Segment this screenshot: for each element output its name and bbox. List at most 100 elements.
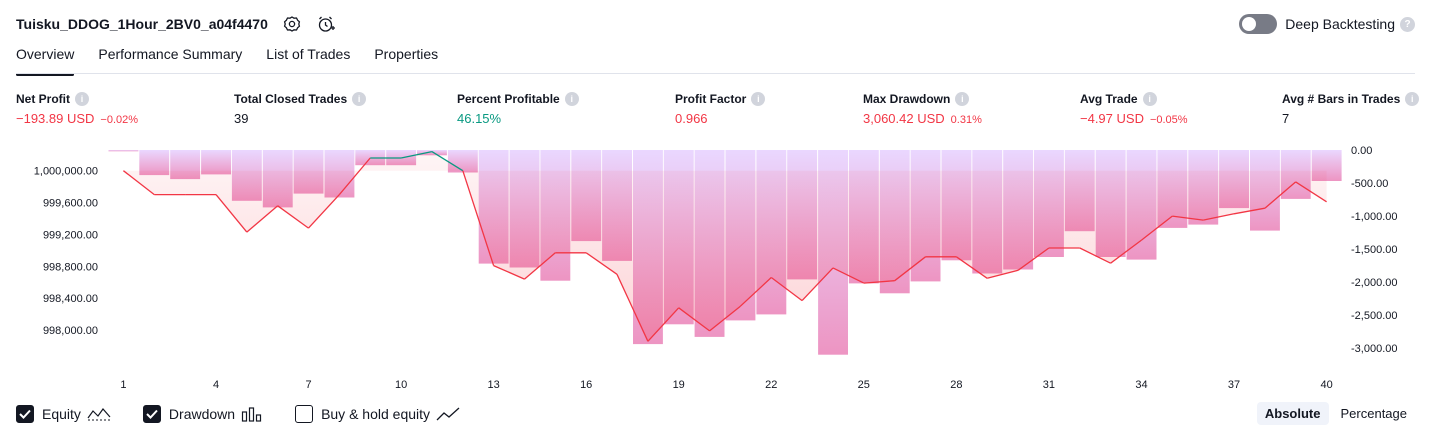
trend-line-icon — [436, 407, 460, 421]
drawdown-bar — [108, 150, 139, 152]
metric-label: Profit Factor — [675, 92, 747, 106]
info-icon[interactable]: i — [955, 92, 970, 106]
add-alert-clock-icon[interactable] — [316, 14, 336, 34]
x-tick-label: 37 — [1228, 379, 1240, 391]
equity-segment — [770, 276, 803, 302]
info-icon[interactable]: i — [1405, 92, 1420, 106]
y-right-tick-label: -2,000.00 — [1351, 277, 1397, 289]
equity-drawdown-chart[interactable]: 1,000,000.00 999,600.00 999,200.00 998,800.… — [0, 140, 1431, 395]
x-tick-label: 28 — [950, 379, 962, 391]
metric-total-closed-trades: Total Closed Trades i 39 — [234, 92, 367, 126]
y-left-tick-label: 1,000,000.00 — [34, 166, 98, 178]
metric-percent-profitable: Percent Profitable i 46.15% — [457, 92, 579, 126]
equity-segment — [1141, 215, 1173, 241]
report-tabs: Overview Performance Summary List of Tra… — [16, 46, 462, 76]
equity-segment — [462, 170, 495, 266]
equity-segment — [832, 267, 865, 284]
y-right-tick-label: -3,000.00 — [1351, 343, 1397, 355]
y-right-tick-label: -500.00 — [1351, 178, 1388, 190]
y-left-tick-label: 998,000.00 — [43, 325, 98, 337]
y-left-tick-label: 998,400.00 — [43, 293, 98, 305]
equity-segment — [1017, 247, 1050, 271]
equity-segment — [308, 194, 340, 229]
metric-max-drawdown: Max Drawdown i 3,060.42 USD 0.31% — [863, 92, 982, 126]
chart-legend: Equity Drawdown Buy & hold equity — [16, 403, 492, 425]
metrics-row: Net Profit i −193.89 USD −0.02% Total Clos… — [0, 92, 1431, 132]
info-icon[interactable]: i — [1142, 92, 1157, 106]
equity-segment — [123, 170, 155, 196]
metric-sub-value: −0.02% — [100, 114, 139, 126]
equity-segment — [647, 307, 680, 342]
deep-backtesting-toggle[interactable] — [1239, 14, 1278, 34]
legend-drawdown[interactable]: Drawdown — [142, 405, 263, 423]
equity-segment — [277, 205, 309, 229]
x-tick-label: 1 — [120, 379, 126, 391]
metric-value: −4.97 USD — [1080, 111, 1144, 126]
legend-buy-hold[interactable]: Buy & hold equity — [295, 405, 460, 423]
y-right-tick-label: -1,000.00 — [1351, 211, 1397, 223]
equity-checkbox[interactable] — [16, 405, 34, 423]
y-axis-right: 0.00 -500.00 -1,000.00 -1,500.00 -2,000.00 -2… — [1351, 145, 1397, 355]
strategy-header: Tuisku_DDOG_1Hour_2BV0_a04f4470 — [16, 12, 336, 36]
equity-segment — [863, 280, 895, 284]
info-icon[interactable]: i — [75, 92, 89, 106]
settings-gear-icon[interactable] — [282, 14, 302, 34]
equity-area — [123, 151, 1327, 342]
metric-profit-factor: Profit Factor i 0.966 — [675, 92, 766, 126]
equity-segment — [1295, 181, 1327, 203]
x-tick-label: 19 — [673, 379, 685, 391]
tab-performance-summary[interactable]: Performance Summary — [98, 46, 243, 62]
x-tick-label: 34 — [1135, 379, 1147, 391]
legend-equity[interactable]: Equity — [16, 405, 111, 423]
equity-segment — [246, 205, 279, 233]
y-right-tick-label: -2,500.00 — [1351, 310, 1397, 322]
x-tick-label: 40 — [1320, 379, 1332, 391]
legend-label: Buy & hold equity — [321, 406, 431, 422]
equity-segment — [678, 307, 710, 332]
x-axis: 1 4 7 10 13 16 19 22 25 28 31 34 37 40 — [120, 379, 1332, 391]
y-left-tick-label: 998,800.00 — [43, 261, 98, 273]
info-icon[interactable]: i — [564, 92, 579, 106]
x-tick-label: 16 — [580, 379, 592, 391]
metric-value: 0.966 — [675, 111, 708, 126]
metric-label: Percent Profitable — [457, 92, 560, 106]
help-question-icon[interactable]: ? — [1400, 16, 1415, 32]
drawdown-checkbox[interactable] — [142, 405, 161, 423]
metric-net-profit: Net Profit i −193.89 USD −0.02% — [16, 92, 138, 126]
metric-sub-value: 0.31% — [950, 114, 982, 126]
percentage-button[interactable]: Percentage — [1340, 406, 1408, 421]
equity-segment — [956, 256, 988, 279]
metric-label: Avg Trade — [1080, 92, 1138, 106]
equity-segment — [987, 269, 1019, 279]
y-left-tick-label: 999,200.00 — [43, 230, 98, 242]
value-mode-switch: Absolute Percentage — [1253, 402, 1415, 425]
equity-segment — [215, 194, 248, 233]
info-icon[interactable]: i — [352, 92, 367, 106]
equity-segment — [1110, 239, 1142, 264]
strategy-title: Tuisku_DDOG_1Hour_2BV0_a04f4470 — [16, 16, 268, 32]
absolute-button[interactable]: Absolute — [1256, 402, 1329, 425]
x-tick-label: 13 — [487, 379, 499, 391]
x-tick-label: 10 — [395, 379, 407, 391]
tab-overview[interactable]: Overview — [16, 46, 75, 76]
info-icon[interactable]: i — [751, 92, 766, 106]
equity-segment — [493, 265, 525, 280]
deep-backtesting-control: Deep Backtesting ? — [1239, 13, 1415, 35]
tab-properties[interactable]: Properties — [374, 46, 439, 62]
tab-list-of-trades[interactable]: List of Trades — [266, 46, 351, 62]
equity-segment — [1172, 215, 1204, 221]
x-tick-label: 7 — [305, 379, 311, 391]
x-tick-label: 4 — [213, 379, 219, 391]
equity-segment — [801, 267, 834, 302]
metric-avg-trade: Avg Trade i −4.97 USD −0.05% — [1080, 92, 1188, 126]
equity-segment — [585, 252, 618, 275]
x-tick-label: 25 — [858, 379, 870, 391]
metric-label: Total Closed Trades — [234, 92, 348, 106]
buy-hold-checkbox[interactable] — [295, 405, 314, 423]
metric-value: 46.15% — [457, 111, 502, 126]
equity-segment — [739, 277, 772, 307]
equity-segment — [431, 151, 464, 172]
x-tick-label: 31 — [1043, 379, 1055, 391]
equity-segment — [1264, 181, 1297, 209]
toggle-knob — [1242, 17, 1257, 31]
